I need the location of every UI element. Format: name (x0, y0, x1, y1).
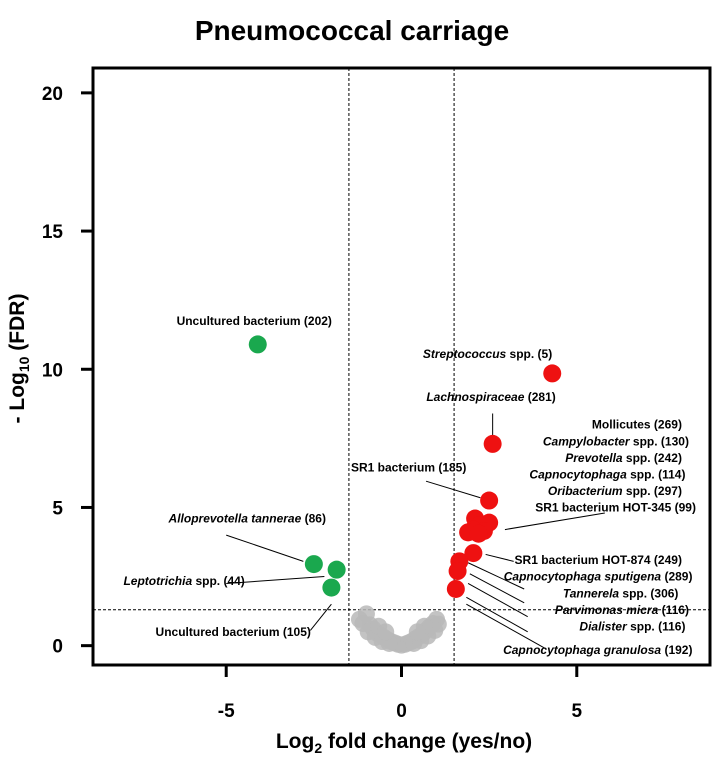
annotation-leader-line-10 (466, 596, 528, 633)
point-annotation-4: Campylobacter spp. (130) (543, 434, 689, 448)
annotation-leader-line-2 (504, 512, 605, 531)
annotation-leader-line-1 (425, 480, 481, 499)
point-annotation-5: Prevotella spp. (242) (565, 451, 682, 465)
point-annotation-2: Lachnospiraceae (281) (426, 390, 555, 404)
point-up-12 (448, 562, 467, 581)
y-tick-label-15: 15 (42, 222, 64, 243)
y-axis-title: - Log10 (FDR) (6, 294, 32, 424)
annotation-leader-line-8 (469, 573, 525, 604)
point-down-2 (327, 560, 346, 579)
y-tick-label-5: 5 (52, 498, 63, 519)
annotation-leader-line-4 (226, 576, 325, 584)
point-down-1 (304, 555, 323, 574)
point-annotation-8: SR1 bacterium HOT-345 (99) (535, 501, 696, 515)
annotation-leader-line-7 (467, 562, 525, 590)
point-annotation-18: Capnocytophaga granulosa (192) (503, 643, 692, 657)
point-up-0 (543, 364, 562, 383)
point-up-13 (446, 579, 465, 598)
annotation-leader-line-6 (485, 553, 514, 562)
y-tick-label-0: 0 (52, 637, 63, 658)
point-annotation-7: Oribacterium spp. (297) (548, 484, 682, 498)
annotation-leader-line-5 (309, 603, 332, 631)
point-up-2 (480, 491, 499, 510)
point-annotation-14: Capnocytophaga sputigena (289) (504, 570, 693, 584)
annotation-leader-line-3 (226, 534, 304, 562)
point-annotation-17: Dialister spp. (116) (579, 619, 685, 633)
point-up-10 (464, 544, 483, 563)
x-tick-label--5: -5 (218, 701, 235, 722)
point-annotation-11: Leptotrichia spp. (44) (123, 574, 244, 588)
point-annotation-12: Uncultured bacterium (105) (156, 625, 311, 639)
point-annotation-6: Capnocytophaga spp. (114) (529, 467, 685, 481)
point-annotation-9: SR1 bacterium (185) (351, 461, 466, 475)
point-down-3 (322, 578, 341, 597)
point-annotation-13: SR1 bacterium HOT-874 (249) (515, 553, 682, 567)
point-annotation-0: Uncultured bacterium (202) (177, 314, 332, 328)
x-tick-label-0: 0 (396, 701, 407, 722)
point-annotation-1: Streptococcus spp. (5) (423, 347, 552, 361)
point-up-9 (469, 524, 488, 543)
x-axis-title: Log2 fold change (yes/no) (276, 730, 532, 756)
point-ns-35 (408, 623, 426, 641)
point-annotation-16: Parvimonas micra (116) (555, 603, 689, 617)
point-down-0 (248, 335, 267, 354)
y-tick-label-10: 10 (42, 360, 63, 381)
chart-title: Pneumococcal carriage (195, 15, 509, 46)
point-annotation-3: Mollicutes (269) (592, 418, 682, 432)
point-annotation-10: Alloprevotella tannerae (86) (168, 512, 326, 526)
y-tick-label-20: 20 (42, 84, 63, 105)
point-ns-34 (377, 623, 395, 641)
x-tick-label-5: 5 (571, 701, 582, 722)
point-annotation-15: Tannerela spp. (306) (563, 586, 679, 600)
point-up-1 (483, 434, 502, 453)
annotation-leader-line-9 (467, 583, 528, 618)
annotation-leader-line-11 (466, 603, 546, 649)
